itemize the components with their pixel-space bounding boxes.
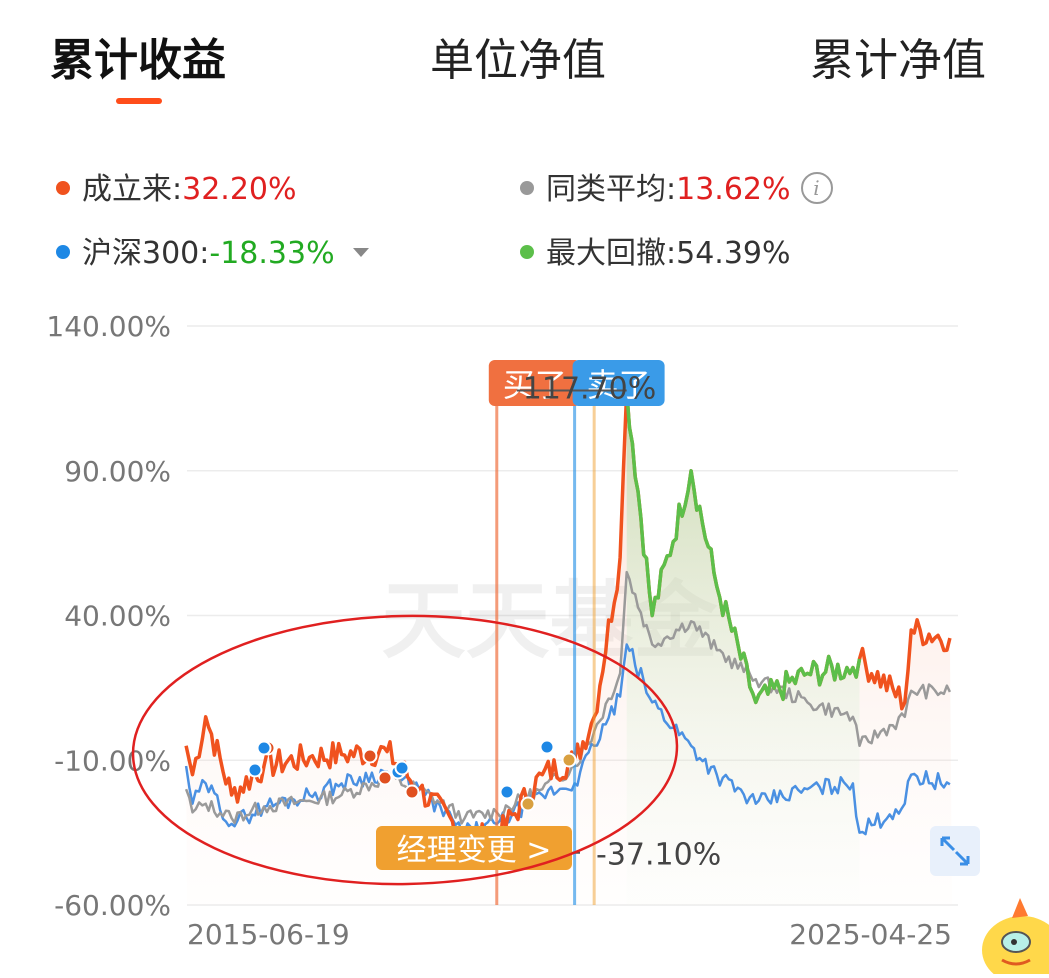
legend-since-inception-label: 成立来:: [82, 172, 183, 207]
event-dot[interactable]: [247, 762, 263, 778]
legend-hs300-value: -18.33%: [209, 236, 335, 271]
chart-legend: 成立来:32.20% 同类平均:13.62% i 沪深300:-18.33% 最大…: [0, 150, 1049, 272]
mascot-icon[interactable]: [972, 880, 1049, 978]
expand-chart-button[interactable]: [930, 826, 980, 876]
buy-badge[interactable]: [488, 360, 581, 406]
manager-change-badge[interactable]: [376, 826, 572, 870]
drawdown-dot-icon: [520, 244, 534, 259]
event-dot[interactable]: [499, 784, 515, 800]
hs300-dot-icon: [56, 244, 70, 259]
sell-badge-label: 卖了: [587, 366, 651, 404]
legend-hs300[interactable]: 沪深300:-18.33%: [56, 228, 369, 272]
legend-max-drawdown-label: 最大回撤:: [546, 236, 677, 271]
active-tab-indicator: [116, 98, 162, 104]
category-dot-icon: [520, 180, 534, 195]
event-dot[interactable]: [539, 739, 555, 755]
fund-dot-icon: [56, 180, 70, 195]
x-tick-label: 2025-04-25: [789, 918, 952, 951]
legend-category-avg-label: 同类平均:: [546, 172, 677, 207]
event-dot[interactable]: [362, 748, 378, 764]
y-tick-label: -60.00%: [54, 889, 171, 922]
tab-cumulative-nav[interactable]: 累计净值: [810, 35, 986, 86]
event-dot[interactable]: [561, 752, 577, 768]
manager-change-label: 经理变更 >: [397, 833, 552, 868]
series-line-hs300: [184, 643, 951, 839]
y-tick-label: 90.00%: [64, 455, 171, 488]
drawdown-area: [626, 390, 860, 906]
series-line-max-drawdown: [624, 390, 862, 705]
legend-category-avg-value: 13.62%: [676, 172, 791, 207]
buy-badge-label: 买了: [503, 366, 567, 404]
event-dot[interactable]: [256, 740, 272, 756]
x-tick-label: 2015-06-19: [187, 918, 350, 951]
tab-unit-nav[interactable]: 单位净值: [430, 35, 606, 86]
legend-since-inception-value: 32.20%: [182, 172, 297, 207]
legend-max-drawdown-value: 54.39%: [676, 236, 791, 271]
legend-category-avg: 同类平均:13.62% i: [520, 164, 833, 208]
legend-hs300-label: 沪深300:: [82, 236, 210, 271]
y-tick-label: -10.00%: [54, 744, 171, 777]
caret-down-icon[interactable]: [352, 248, 369, 257]
info-icon[interactable]: i: [800, 171, 833, 204]
peak-value-label: 117.70%: [523, 372, 656, 407]
event-dot[interactable]: [520, 796, 536, 812]
tab-bar: 累计收益 单位净值 累计净值: [0, 0, 1049, 120]
highlight-circle: [131, 614, 679, 886]
y-tick-label: 40.00%: [64, 600, 171, 633]
y-tick-label: 140.00%: [46, 310, 171, 343]
low-value-label: -37.10%: [596, 838, 721, 873]
event-dot[interactable]: [404, 784, 420, 800]
expand-icon: [940, 836, 970, 866]
legend-max-drawdown: 最大回撤:54.39%: [520, 228, 791, 272]
legend-since-inception: 成立来:32.20%: [56, 164, 297, 208]
event-dot[interactable]: [394, 760, 410, 776]
series-line-category-avg: [184, 570, 952, 825]
event-dot[interactable]: [377, 770, 393, 786]
sell-badge[interactable]: [572, 360, 665, 406]
tab-cumulative-return[interactable]: 累计收益: [50, 35, 226, 86]
